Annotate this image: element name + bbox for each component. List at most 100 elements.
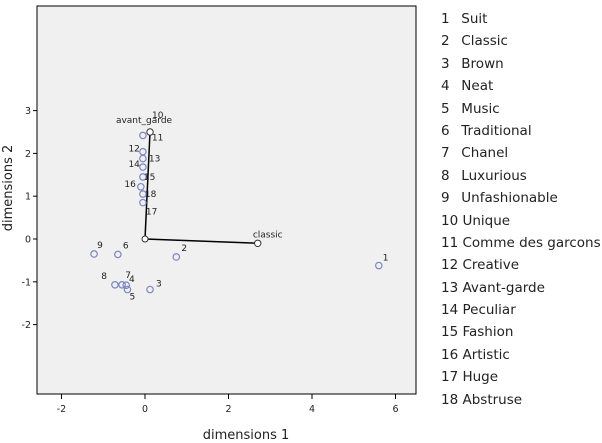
vector-label: classic	[253, 230, 283, 240]
x-axis-ticks: -2 0 2 4 6	[57, 394, 399, 415]
legend-item: 5 Music	[441, 98, 601, 120]
point-label: 8	[101, 272, 107, 282]
point-label: 18	[145, 190, 157, 200]
legend-item: 8 Luxurious	[441, 165, 601, 187]
legend-item-label: Huge	[458, 369, 499, 386]
x-tick-label: 2	[225, 404, 231, 415]
scatter-point	[139, 163, 147, 171]
point-label: 2	[181, 244, 187, 254]
legend-item-label: Unique	[458, 212, 511, 229]
legend-item-number: 9	[441, 190, 450, 207]
legend-item-label: Comme des garcons	[458, 234, 601, 251]
scatter-point	[139, 173, 147, 181]
legend-item-label: Fashion	[458, 324, 514, 341]
vector-endpoint	[254, 239, 262, 247]
legend: 1 Suit 2 Classic 3 Brown 4 Neat 5 Music 6 Tra…	[441, 8, 601, 411]
legend-item: 7 Chanel	[441, 142, 601, 164]
legend-item-number: 13	[441, 279, 459, 296]
y-axis-ticks: -2 -1 0 1 2 3	[22, 106, 37, 331]
legend-item: 12 Creative	[441, 254, 601, 276]
scatter-point	[118, 280, 126, 289]
legend-item-number: 7	[441, 145, 450, 162]
legend-item: 15 Fashion	[441, 321, 601, 343]
legend-item: 10 Unique	[441, 210, 601, 232]
point-label: 4	[129, 275, 135, 285]
vector-line	[144, 131, 151, 240]
point-label: 1	[383, 254, 389, 264]
legend-item-number: 15	[441, 324, 459, 341]
scatter-point	[111, 280, 119, 289]
point-label: 7	[125, 271, 131, 281]
scatter-point	[122, 281, 131, 290]
scatter-point	[172, 253, 181, 261]
scatter-point	[374, 261, 383, 270]
scatter-point	[139, 198, 147, 207]
point-label: 3	[156, 280, 162, 290]
scatter-point	[114, 250, 122, 259]
legend-item-label: Suit	[457, 11, 488, 27]
legend-item-number: 6	[441, 122, 450, 139]
legend-item-number: 1	[441, 11, 450, 27]
vector-line	[144, 238, 258, 245]
vector-endpoint	[146, 128, 154, 136]
legend-item-number: 10	[441, 212, 459, 229]
legend-item-number: 11	[441, 234, 459, 251]
scatter-point	[139, 131, 147, 140]
y-tick-label: 3	[25, 106, 31, 117]
y-tick-label: 0	[25, 235, 31, 246]
legend-item-label: Chanel	[457, 145, 509, 162]
y-axis-label: dimensions 2	[1, 145, 16, 232]
x-tick-label: 4	[309, 404, 315, 415]
vector-label: avant_garde	[116, 116, 173, 126]
legend-item: 2 Classic	[441, 30, 601, 52]
point-label: 11	[152, 133, 163, 143]
legend-item: 4 Neat	[441, 75, 601, 97]
legend-item: 14 Peculiar	[441, 299, 601, 321]
legend-item-number: 3	[441, 55, 450, 72]
legend-item-label: Brown	[457, 55, 504, 72]
x-tick-label: -2	[57, 404, 66, 415]
legend-item: 13 Avant-garde	[441, 277, 601, 299]
legend-item-label: Unfashionable	[457, 190, 558, 207]
legend-item: 16 Artistic	[441, 344, 601, 366]
legend-item-number: 18	[441, 391, 459, 408]
point-label: 9	[97, 241, 103, 251]
legend-item-label: Classic	[457, 33, 508, 50]
legend-item-label: Abstruse	[458, 391, 523, 408]
scatter-point	[139, 154, 147, 163]
legend-item-label: Creative	[458, 257, 520, 274]
scatter-point	[137, 182, 145, 191]
legend-item-label: Artistic	[458, 346, 510, 363]
point-label: 13	[149, 155, 160, 165]
legend-item-label: Peculiar	[458, 302, 516, 319]
x-tick-label: 0	[142, 404, 148, 415]
point-label: 16	[124, 180, 136, 190]
point-label: 12	[128, 145, 139, 155]
y-tick-label: 2	[25, 149, 31, 160]
point-label: 10	[152, 111, 164, 121]
legend-item-number: 14	[441, 302, 459, 319]
scatter-point	[90, 250, 98, 258]
legend-item-label: Avant-garde	[458, 279, 545, 296]
legend-item-number: 17	[441, 369, 459, 386]
legend-item-number: 5	[441, 100, 450, 117]
y-tick-label: -1	[22, 277, 31, 288]
plot-area	[36, 5, 417, 395]
point-label: 6	[123, 241, 129, 251]
legend-item: 6 Traditional	[441, 120, 601, 142]
point-label: 15	[144, 173, 155, 183]
legend-item: 9 Unfashionable	[441, 187, 601, 209]
legend-item-label: Music	[457, 100, 500, 117]
legend-item-label: Neat	[457, 78, 494, 95]
legend-item: 18 Abstruse	[441, 389, 601, 411]
point-label: 5	[129, 293, 135, 303]
legend-item-label: Luxurious	[457, 167, 527, 184]
origin-marker	[141, 235, 149, 243]
y-tick-label: -2	[22, 320, 31, 331]
legend-item-number: 12	[441, 257, 459, 274]
x-axis-label: dimensions 1	[203, 428, 290, 443]
legend-item: 11 Comme des garcons	[441, 232, 601, 254]
